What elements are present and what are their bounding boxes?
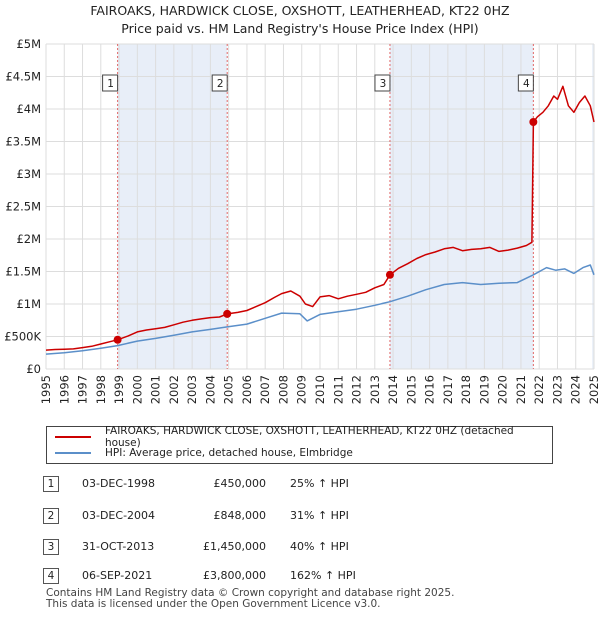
legend: FAIROAKS, HARDWICK CLOSE, OXSHOTT, LEATH… — [46, 425, 553, 464]
series-line-hpi — [45, 264, 595, 355]
x-tick-label: 2010 — [313, 375, 327, 404]
x-tick-label: 2011 — [331, 375, 345, 404]
table-row: 1 03-DEC-1998 £450,000 25% ↑ HPI — [0, 475, 600, 495]
sale-date: 03-DEC-1998 — [82, 477, 156, 490]
price-chart: 1 2 3 4 £0 £500K £1M £1.5M £2M £2.5M £3M £3.5M £4M £4… — [4, 37, 600, 404]
x-tick-label: 2013 — [368, 375, 382, 404]
x-tick-label: 2002 — [167, 375, 181, 404]
x-tick-label: 2023 — [550, 375, 564, 404]
x-tick-label: 2007 — [258, 375, 272, 404]
sale-label-box — [211, 74, 228, 92]
y-tick-label: £2M — [16, 232, 41, 246]
x-tick-label: 2012 — [350, 375, 364, 404]
sale-hpi-change: 162% ↑ HPI — [290, 569, 356, 582]
sale-date: 31-OCT-2013 — [82, 540, 155, 553]
chart-title: FAIROAKS, HARDWICK CLOSE, OXSHOTT, LEATH… — [0, 2, 600, 38]
y-tick-label: £1M — [16, 297, 41, 311]
legend-swatch-property — [55, 436, 91, 438]
x-tick-label: 2020 — [496, 375, 510, 404]
sale-hpi-change: 25% ↑ HPI — [290, 477, 349, 490]
x-tick-label: 2008 — [276, 375, 290, 404]
sale-label-number: 3 — [380, 78, 387, 90]
sale-point — [529, 118, 538, 126]
x-tick-label: 2005 — [222, 375, 236, 404]
sale-label-number: 4 — [523, 78, 530, 90]
x-tick-label: 2025 — [587, 375, 600, 404]
x-tick-label: 1999 — [112, 375, 126, 404]
x-tick-label: 2004 — [203, 375, 217, 404]
x-tick-label: 2006 — [240, 375, 254, 404]
legend-item-hpi: HPI: Average price, detached house, Elmb… — [55, 445, 353, 461]
x-tick-label: 2024 — [569, 375, 583, 404]
table-row: 2 03-DEC-2004 £848,000 31% ↑ HPI — [0, 507, 600, 527]
sale-point — [223, 309, 232, 318]
y-tick-label: £500K — [4, 330, 41, 344]
footer: Contains HM Land Registry data © Crown c… — [46, 588, 454, 610]
sale-date: 03-DEC-2004 — [82, 509, 156, 522]
x-tick-label: 2014 — [386, 375, 400, 404]
title-line-1: FAIROAKS, HARDWICK CLOSE, OXSHOTT, LEATH… — [90, 3, 510, 18]
x-tick-label: 1998 — [94, 375, 108, 404]
table-row: 4 06-SEP-2021 £3,800,000 162% ↑ HPI — [0, 567, 600, 587]
legend-swatch-hpi — [55, 452, 91, 454]
sale-number-badge: 4 — [43, 568, 59, 584]
sale-number-badge: 2 — [43, 508, 59, 524]
sale-price: £450,000 — [213, 477, 267, 490]
sale-price: £1,450,000 — [203, 540, 266, 553]
x-tick-label: 2001 — [149, 375, 163, 404]
x-tick-label: 2009 — [295, 375, 309, 404]
sale-date: 06-SEP-2021 — [82, 569, 153, 582]
x-tick-label: 2000 — [130, 375, 144, 404]
legend-item-property: FAIROAKS, HARDWICK CLOSE, OXSHOTT, LEATH… — [55, 425, 552, 449]
x-tick-label: 2016 — [423, 375, 437, 404]
x-tick-label: 1997 — [76, 375, 90, 404]
sale-hpi-change: 31% ↑ HPI — [290, 509, 349, 522]
x-tick-label: 2021 — [514, 375, 528, 404]
y-tick-label: £2.5M — [5, 200, 41, 214]
sale-point — [385, 270, 394, 279]
sale-number-badge: 3 — [43, 539, 59, 555]
y-tick-label: £0 — [26, 362, 41, 376]
sale-point — [113, 335, 122, 344]
sale-label-number: 2 — [217, 78, 224, 90]
y-tick-label: £5M — [16, 37, 41, 51]
sale-label-box — [517, 74, 534, 92]
x-tick-label: 2003 — [185, 375, 199, 404]
sale-label-box — [374, 74, 391, 92]
sale-label-number: 1 — [107, 78, 114, 90]
y-tick-label: £4.5M — [5, 70, 41, 84]
x-tick-label: 1995 — [39, 375, 53, 404]
x-tick-label: 2019 — [477, 375, 491, 404]
x-tick-label: 2017 — [441, 375, 455, 404]
y-tick-label: £1.5M — [5, 265, 41, 279]
table-row: 3 31-OCT-2013 £1,450,000 40% ↑ HPI — [0, 538, 600, 558]
x-tick-label: 2015 — [404, 375, 418, 404]
y-tick-label: £4M — [16, 102, 41, 116]
legend-label-property: FAIROAKS, HARDWICK CLOSE, OXSHOTT, LEATH… — [104, 425, 514, 449]
sale-hpi-change: 40% ↑ HPI — [290, 540, 349, 553]
series-line-property — [45, 85, 595, 351]
x-tick-label: 2022 — [532, 375, 546, 404]
title-line-2: Price paid vs. HM Land Registry's House … — [121, 21, 479, 36]
sale-number-badge: 1 — [43, 476, 59, 492]
footer-licence: This data is licensed under the Open Gov… — [46, 598, 381, 610]
x-tick-label: 2018 — [459, 375, 473, 404]
footer-copyright: Contains HM Land Registry data © Crown c… — [46, 587, 455, 599]
legend-label-hpi: HPI: Average price, detached house, Elmb… — [105, 447, 353, 459]
y-tick-label: £3.5M — [5, 135, 41, 149]
sale-price: £848,000 — [213, 509, 267, 522]
sale-price: £3,800,000 — [203, 569, 266, 582]
x-tick-label: 1996 — [57, 375, 71, 404]
y-tick-label: £3M — [16, 167, 41, 181]
sale-label-box — [102, 74, 119, 92]
